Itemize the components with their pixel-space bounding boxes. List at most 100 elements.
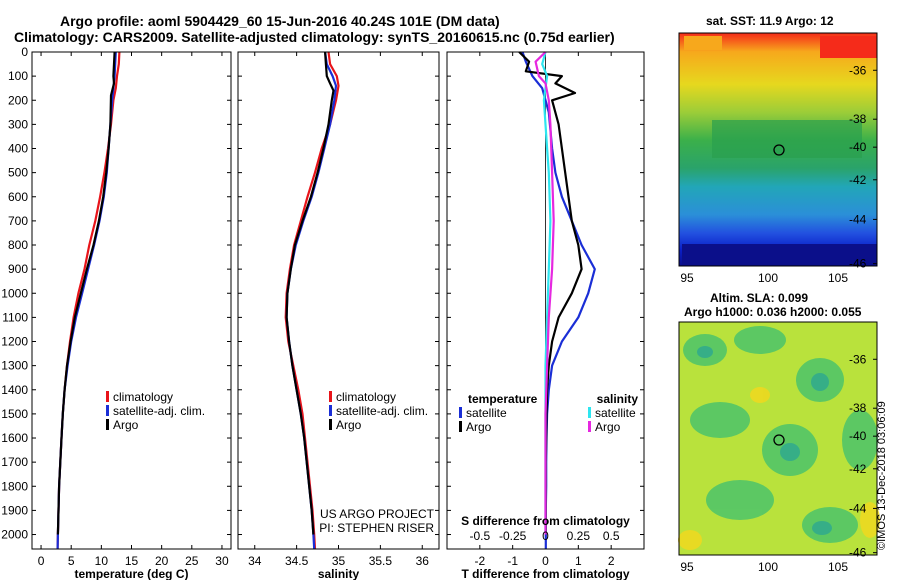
x-tick-label: 1 — [575, 554, 582, 568]
legend-label: climatology — [113, 390, 173, 404]
x-tick-label: -1 — [507, 554, 518, 568]
depth-tick-label: 1600 — [1, 431, 28, 445]
map-lon-label: 95 — [680, 271, 694, 285]
x-tick-label: 34 — [248, 554, 262, 568]
map-lat-label: -46 — [849, 257, 867, 271]
legend-swatch — [459, 407, 462, 418]
legend-label: climatology — [336, 390, 396, 404]
x-tick-label: 5 — [68, 554, 75, 568]
depth-tick-label: 1300 — [1, 359, 28, 373]
series-argo — [285, 51, 335, 535]
legend-swatch — [329, 391, 332, 402]
x-tick-label: 25 — [185, 554, 199, 568]
legend-title-temperature: temperature — [468, 392, 538, 406]
depth-tick-label: 500 — [8, 166, 28, 180]
sla-title-1: Altim. SLA: 0.099 — [710, 291, 808, 305]
legend-swatch — [588, 421, 591, 432]
map-lon-label: 95 — [680, 560, 694, 574]
legend-swatch — [106, 391, 109, 402]
depth-tick-label: 700 — [8, 214, 28, 228]
plot-frame — [446, 51, 645, 550]
depth-tick-label: 100 — [8, 69, 28, 83]
x-tick-label: 20 — [155, 554, 169, 568]
legend-label: satellite-adj. clim. — [336, 404, 428, 418]
title-line-2: Climatology: CARS2009. Satellite-adjuste… — [14, 29, 615, 45]
depth-tick-label: 1500 — [1, 407, 28, 421]
map-lon-label: 100 — [758, 271, 778, 285]
depth-tick-label: 200 — [8, 93, 28, 107]
depth-tick-label: 800 — [8, 238, 28, 252]
map-lon-label: 105 — [828, 271, 848, 285]
salinity-tick-label: 0 — [542, 529, 549, 543]
x-tick-label: 34.5 — [285, 554, 309, 568]
sst-map: sat. SST: 11.9 Argo: 12 -36 -38 -40 -42 -44 -… — [678, 14, 878, 285]
depth-tick-label: 1800 — [1, 479, 28, 493]
map-lat-label: -44 — [849, 212, 867, 226]
x-tick-label: 36 — [416, 554, 430, 568]
depth-tick-label: 0 — [21, 45, 28, 59]
x-tick-label: 35 — [332, 554, 346, 568]
difference-panel: -2 -1 0 1 2T difference from climatology temp… — [446, 51, 645, 580]
x-tick-label: 15 — [125, 554, 139, 568]
timestamp-stamp: ©IMOS 13-Dec-2018 03:06:09 — [876, 401, 888, 550]
map-lat-label: -36 — [849, 352, 867, 366]
legend-title-salinity: salinity — [597, 392, 639, 406]
x-tick-label: 35.5 — [369, 554, 393, 568]
legend-swatch — [588, 407, 591, 418]
map-lat-label: -38 — [849, 112, 867, 126]
x-tick-label: 0 — [38, 554, 45, 568]
plot-frame — [31, 51, 232, 550]
legend-swatch — [329, 405, 332, 416]
sst-frame — [678, 32, 878, 267]
depth-tick-label: 400 — [8, 142, 28, 156]
salinity-tick-label: -0.25 — [499, 529, 527, 543]
legend-label: satellite — [466, 406, 507, 420]
sla-map: Altim. SLA: 0.099 Argo h1000: 0.036 h200… — [678, 291, 880, 574]
plot-frame — [237, 51, 440, 550]
map-lat-label: -40 — [849, 140, 867, 154]
depth-tick-label: 2000 — [1, 528, 28, 542]
map-lat-label: -40 — [849, 429, 867, 443]
salinity-tick-label: 0.5 — [603, 529, 620, 543]
sst-cold-band — [682, 244, 877, 266]
legend-swatch — [106, 405, 109, 416]
series-satellite-adj-clim- — [56, 51, 117, 550]
sla-highs — [678, 387, 880, 550]
legend-label: satellite — [595, 406, 636, 420]
depth-tick-label: 1000 — [1, 286, 28, 300]
map-lat-label: -46 — [849, 546, 867, 560]
salinity-tick-label: -0.5 — [469, 529, 490, 543]
legend-swatch — [329, 419, 332, 430]
sst-green-band — [712, 120, 862, 158]
legend-label: Argo — [466, 420, 492, 434]
series-argo — [56, 51, 116, 535]
x-axis-label: temperature (deg C) — [74, 567, 188, 580]
map-lat-label: -44 — [849, 501, 867, 515]
x-tick-label: -2 — [474, 554, 485, 568]
depth-tick-label: 1700 — [1, 455, 28, 469]
sla-blob-cores — [697, 346, 832, 535]
depth-tick-label: 1100 — [2, 310, 28, 324]
depth-tick-label: 1200 — [1, 335, 28, 349]
x-tick-label: 10 — [95, 554, 109, 568]
sla-title-2: Argo h1000: 0.036 h2000: 0.055 — [684, 305, 862, 319]
x-axis-label: T difference from climatology — [461, 567, 629, 580]
temperature-panel: 0100200300400500600700800900100011001200… — [1, 45, 232, 580]
x-axis-label: salinity — [318, 567, 360, 580]
depth-tick-label: 600 — [8, 190, 28, 204]
legend-label: Argo — [113, 418, 139, 432]
depth-tick-label: 900 — [8, 262, 28, 276]
depth-tick-label: 1900 — [1, 503, 28, 517]
salinity-panel: 34 34.5 35 35.5 36 salinity climatologysatelli… — [237, 51, 440, 580]
salinity-tick-label: 0.25 — [567, 529, 591, 543]
sla-float-marker — [773, 434, 785, 446]
sst-orange-patch — [684, 36, 722, 50]
legend-swatch — [459, 421, 462, 432]
salinity-axis-label: S difference from climatology — [461, 514, 630, 528]
sst-float-marker — [773, 144, 785, 156]
x-tick-label: 0 — [542, 554, 549, 568]
legend-label: satellite-adj. clim. — [113, 404, 205, 418]
legend-label: Argo — [336, 418, 362, 432]
depth-tick-label: 300 — [8, 117, 28, 131]
